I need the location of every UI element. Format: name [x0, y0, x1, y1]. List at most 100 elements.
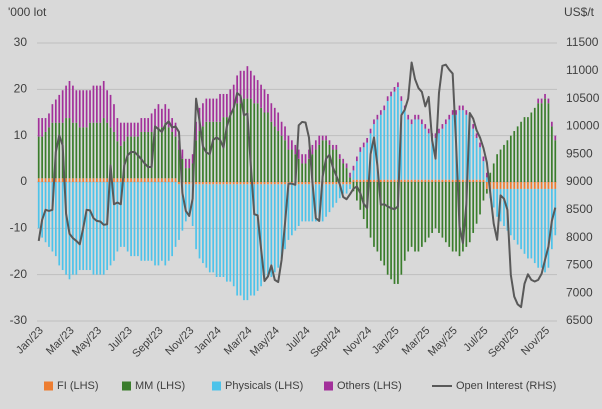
bar-segment — [85, 127, 88, 179]
bar-segment — [273, 184, 276, 273]
bar-segment — [147, 178, 150, 182]
y-axis-label: '000 lot — [8, 5, 47, 19]
bar-segment — [126, 122, 129, 137]
bar-segment — [78, 178, 81, 182]
bar-segment — [287, 149, 290, 182]
bar-segment — [479, 147, 481, 180]
bar-segment — [338, 184, 341, 199]
bar-segment — [503, 144, 505, 182]
bar-segment — [328, 182, 331, 185]
bar-segment — [219, 93, 221, 122]
bar-segment — [48, 182, 50, 247]
bar-segment — [424, 128, 427, 180]
bar-segment — [544, 182, 546, 189]
bar-segment — [314, 149, 317, 182]
bar-segment — [451, 110, 454, 115]
bar-segment — [249, 98, 252, 182]
bar-segment — [503, 188, 505, 227]
bar-segment — [195, 182, 197, 185]
bar-segment — [85, 178, 88, 182]
bar-segment — [72, 122, 74, 179]
bar-segment — [215, 184, 218, 277]
bar-segment — [102, 178, 105, 182]
bar-segment — [226, 182, 228, 185]
bar-segment — [373, 119, 375, 125]
bar-segment — [434, 133, 437, 138]
bar-segment — [61, 178, 64, 182]
bar-segment — [472, 179, 475, 182]
bar-segment — [342, 184, 345, 194]
bar-segment — [256, 184, 259, 291]
bar-segment — [65, 178, 67, 182]
bar-segment — [140, 118, 143, 132]
bar-segment — [318, 184, 321, 222]
bar-segment — [41, 136, 43, 179]
bar-segment — [410, 182, 413, 247]
bar-segment — [455, 182, 457, 252]
bar-segment — [479, 182, 481, 215]
bar-segment — [489, 172, 492, 182]
bar-segment — [58, 94, 61, 123]
bar-segment — [140, 178, 143, 182]
bar-segment — [113, 131, 115, 179]
bar-segment — [157, 127, 160, 179]
bar-segment — [174, 136, 177, 179]
y2-tick-label: 8500 — [566, 202, 593, 216]
bar-segment — [421, 119, 423, 125]
bar-segment — [232, 182, 235, 185]
bar-segment — [236, 75, 238, 104]
bar-segment — [280, 135, 283, 182]
bar-segment — [496, 188, 498, 217]
bar-segment — [509, 182, 512, 189]
bar-segment — [304, 182, 307, 185]
bar-segment — [455, 110, 457, 115]
bar-segment — [345, 182, 348, 185]
bar-segment — [188, 184, 191, 217]
bar-segment — [414, 114, 416, 120]
bar-segment — [123, 182, 126, 247]
bar-segment — [277, 112, 280, 132]
bar-segment — [181, 149, 184, 159]
bar-segment — [421, 124, 423, 180]
bar-segment — [386, 96, 389, 101]
bar-segment — [427, 133, 430, 180]
bar-segment — [523, 188, 526, 254]
bar-segment — [174, 182, 177, 247]
bar-segment — [239, 182, 242, 185]
bar-segment — [256, 182, 259, 185]
bar-segment — [513, 188, 516, 240]
bar-segment — [109, 94, 112, 128]
bar-segment — [167, 178, 170, 182]
y2-tick-label: 10000 — [566, 119, 600, 133]
bar-segment — [126, 178, 129, 182]
bar-segment — [140, 131, 143, 179]
bar-segment — [246, 184, 249, 301]
bar-segment — [167, 182, 170, 261]
bar-segment — [85, 90, 88, 128]
bar-segment — [72, 85, 74, 123]
bar-segment — [479, 179, 481, 182]
bar-segment — [304, 154, 307, 164]
bar-segment — [462, 110, 464, 180]
bar-segment — [37, 182, 40, 229]
bar-segment — [472, 124, 475, 129]
bar-segment — [441, 179, 444, 182]
bar-segment — [167, 108, 170, 128]
bar-segment — [414, 119, 416, 180]
bar-segment — [85, 182, 88, 271]
bar-segment — [328, 140, 331, 145]
bar-segment — [448, 182, 451, 247]
bar-segment — [314, 184, 317, 222]
bar-segment — [301, 163, 303, 182]
bar-segment — [284, 126, 286, 141]
bar-segment — [417, 119, 420, 180]
bar-segment — [277, 184, 280, 268]
bar-segment — [215, 121, 218, 182]
bar-segment — [119, 182, 122, 247]
bar-segment — [181, 184, 184, 231]
bar-segment — [523, 182, 526, 189]
bar-segment — [246, 182, 249, 185]
bar-segment — [267, 112, 269, 182]
bar-segment — [171, 178, 173, 182]
legend-swatch — [212, 381, 221, 391]
